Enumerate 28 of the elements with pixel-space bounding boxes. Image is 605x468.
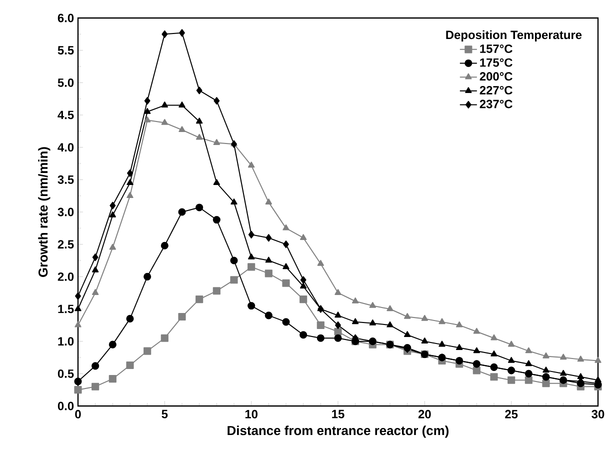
y-tick-label: 3.0 <box>58 208 74 216</box>
legend-label: 200°C <box>480 72 512 81</box>
y-tick-label: 4.0 <box>58 143 74 152</box>
x-tick-label: 20 <box>418 410 431 418</box>
x-axis-title: Distance from entrance reactor (cm) <box>228 426 449 438</box>
x-tick-label: 5 <box>162 410 168 418</box>
y-tick-label: 6.0 <box>58 14 74 22</box>
y-tick-label: 4.5 <box>58 110 74 120</box>
legend-label: 227°C <box>480 86 512 94</box>
x-tick-label: 0 <box>75 410 81 418</box>
x-tick-label: 30 <box>592 410 604 418</box>
legend-label: 157°C <box>480 44 512 53</box>
y-tick-label: 3.5 <box>58 175 74 184</box>
y-tick-label: 2.5 <box>58 240 74 249</box>
y-tick-label: 1.0 <box>58 337 74 346</box>
y-tick-label: 2.0 <box>58 272 74 281</box>
y-tick-label: 1.5 <box>58 304 74 314</box>
legend-label: 237°C <box>480 100 512 108</box>
legend-title: Deposition Temperature <box>446 30 582 42</box>
y-axis-title: Growth rate (nm/min) <box>38 147 50 277</box>
y-tick-label: 0.5 <box>58 369 74 378</box>
y-tick-label: 5.5 <box>58 46 74 54</box>
y-tick-label: 5.0 <box>58 78 74 87</box>
x-tick-label: 25 <box>505 410 518 418</box>
x-tick-label: 15 <box>332 410 344 418</box>
x-tick-label: 10 <box>245 410 258 418</box>
legend-label: 175°C <box>480 58 512 67</box>
y-tick-label: 0.0 <box>58 402 74 410</box>
